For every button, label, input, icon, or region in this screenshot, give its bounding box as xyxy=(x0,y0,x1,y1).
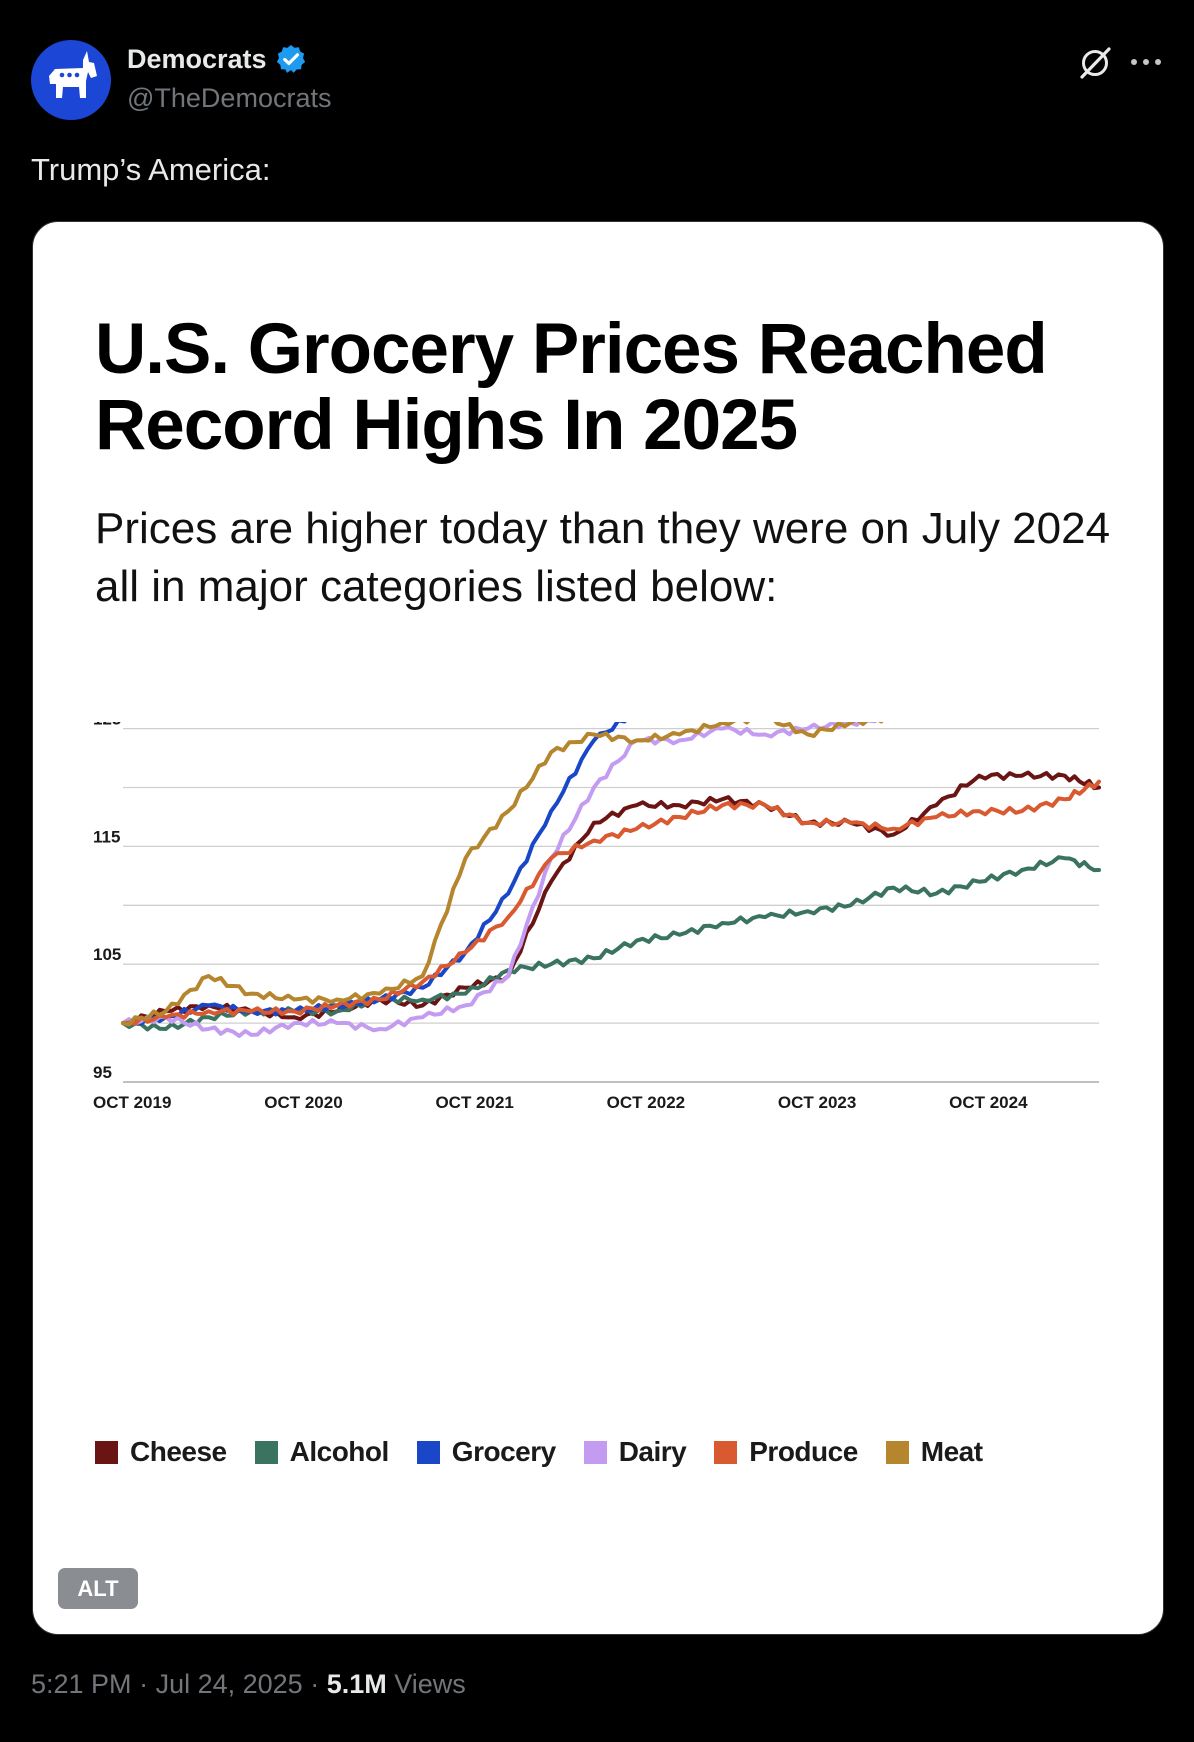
legend-label: Meat xyxy=(920,1436,983,1467)
chart-grid xyxy=(123,727,1099,1083)
series-line-alcohol xyxy=(121,855,1101,1032)
footer-separator: · xyxy=(302,1669,327,1699)
y-tick-label: 115 xyxy=(93,827,120,846)
post-time[interactable]: 5:21 PM xyxy=(31,1669,132,1699)
donkey-logo-icon xyxy=(49,51,97,98)
series-line-produce xyxy=(121,779,1101,1026)
author-display-name[interactable]: Democrats xyxy=(127,43,267,74)
verified-badge-icon xyxy=(276,45,305,73)
legend-item-grocery: Grocery xyxy=(416,1436,556,1468)
post-date[interactable]: Jul 24, 2025 xyxy=(155,1669,303,1699)
x-tick-label: OCT 2022 xyxy=(607,1093,685,1112)
legend-item-produce: Produce xyxy=(714,1436,858,1468)
legend-item-alcohol: Alcohol xyxy=(254,1436,390,1468)
legend-item-meat: Meat xyxy=(885,1436,983,1468)
x-axis-ticks: OCT 2019 OCT 2020 OCT 2021 OCT 2022 OCT 2023… xyxy=(93,1093,1028,1112)
views-label: Views xyxy=(394,1669,466,1699)
views-count: 5.1M xyxy=(326,1669,387,1699)
legend-swatch xyxy=(254,1440,278,1464)
author-name-row: Democrats xyxy=(127,43,307,75)
post-text: Trump’s America: xyxy=(31,152,271,187)
y-axis-ticks: 95105115125135145 xyxy=(93,722,121,1082)
more-options-icon[interactable] xyxy=(1128,52,1168,72)
post-header: Democrats @TheDemocrats xyxy=(31,40,1171,120)
series-line-cheese xyxy=(121,770,1101,1026)
alt-text-button[interactable]: ALT xyxy=(58,1568,138,1609)
author-handle[interactable]: @TheDemocrats xyxy=(127,83,332,113)
footer-separator: · xyxy=(131,1669,156,1699)
legend-swatch xyxy=(714,1440,738,1464)
legend-swatch xyxy=(885,1440,909,1464)
legend-item-dairy: Dairy xyxy=(583,1436,687,1468)
grok-icon[interactable] xyxy=(1076,44,1114,82)
series-line-meat xyxy=(121,722,884,1027)
y-tick-label: 95 xyxy=(93,1063,112,1082)
legend-swatch xyxy=(583,1440,607,1464)
series-line-dairy xyxy=(121,722,888,1038)
legend-label: Dairy xyxy=(618,1436,687,1467)
legend-label: Alcohol xyxy=(289,1436,390,1467)
avatar[interactable] xyxy=(31,40,111,120)
y-tick-label: 105 xyxy=(93,945,121,964)
legend-label: Produce xyxy=(749,1436,858,1467)
post-footer: 5:21 PM · Jul 24, 2025 · 5.1M Views xyxy=(31,1669,466,1700)
x-tick-label: OCT 2019 xyxy=(93,1093,171,1112)
x-tick-label: OCT 2020 xyxy=(264,1093,342,1112)
chart-subtitle: Prices are higher today than they were o… xyxy=(95,504,1111,611)
legend-label: Grocery xyxy=(451,1436,556,1467)
x-tick-label: OCT 2021 xyxy=(435,1093,513,1112)
x-tick-label: OCT 2023 xyxy=(778,1093,856,1112)
chart-title: U.S. Grocery Prices Reached Record Highs… xyxy=(95,310,1048,465)
x-tick-label: OCT 2024 xyxy=(949,1093,1028,1112)
chart-series xyxy=(121,722,1101,1038)
legend-item-cheese: Cheese xyxy=(95,1436,227,1468)
legend-swatch xyxy=(416,1440,440,1464)
post-media-card[interactable]: U.S. Grocery Prices Reached Record Highs… xyxy=(32,221,1164,1635)
chart-legend: Cheese Alcohol Grocery Dairy Produce Meat xyxy=(95,1436,1011,1468)
y-tick-label: 125 xyxy=(93,722,121,729)
legend-label: Cheese xyxy=(130,1436,227,1467)
legend-swatch xyxy=(95,1440,118,1464)
